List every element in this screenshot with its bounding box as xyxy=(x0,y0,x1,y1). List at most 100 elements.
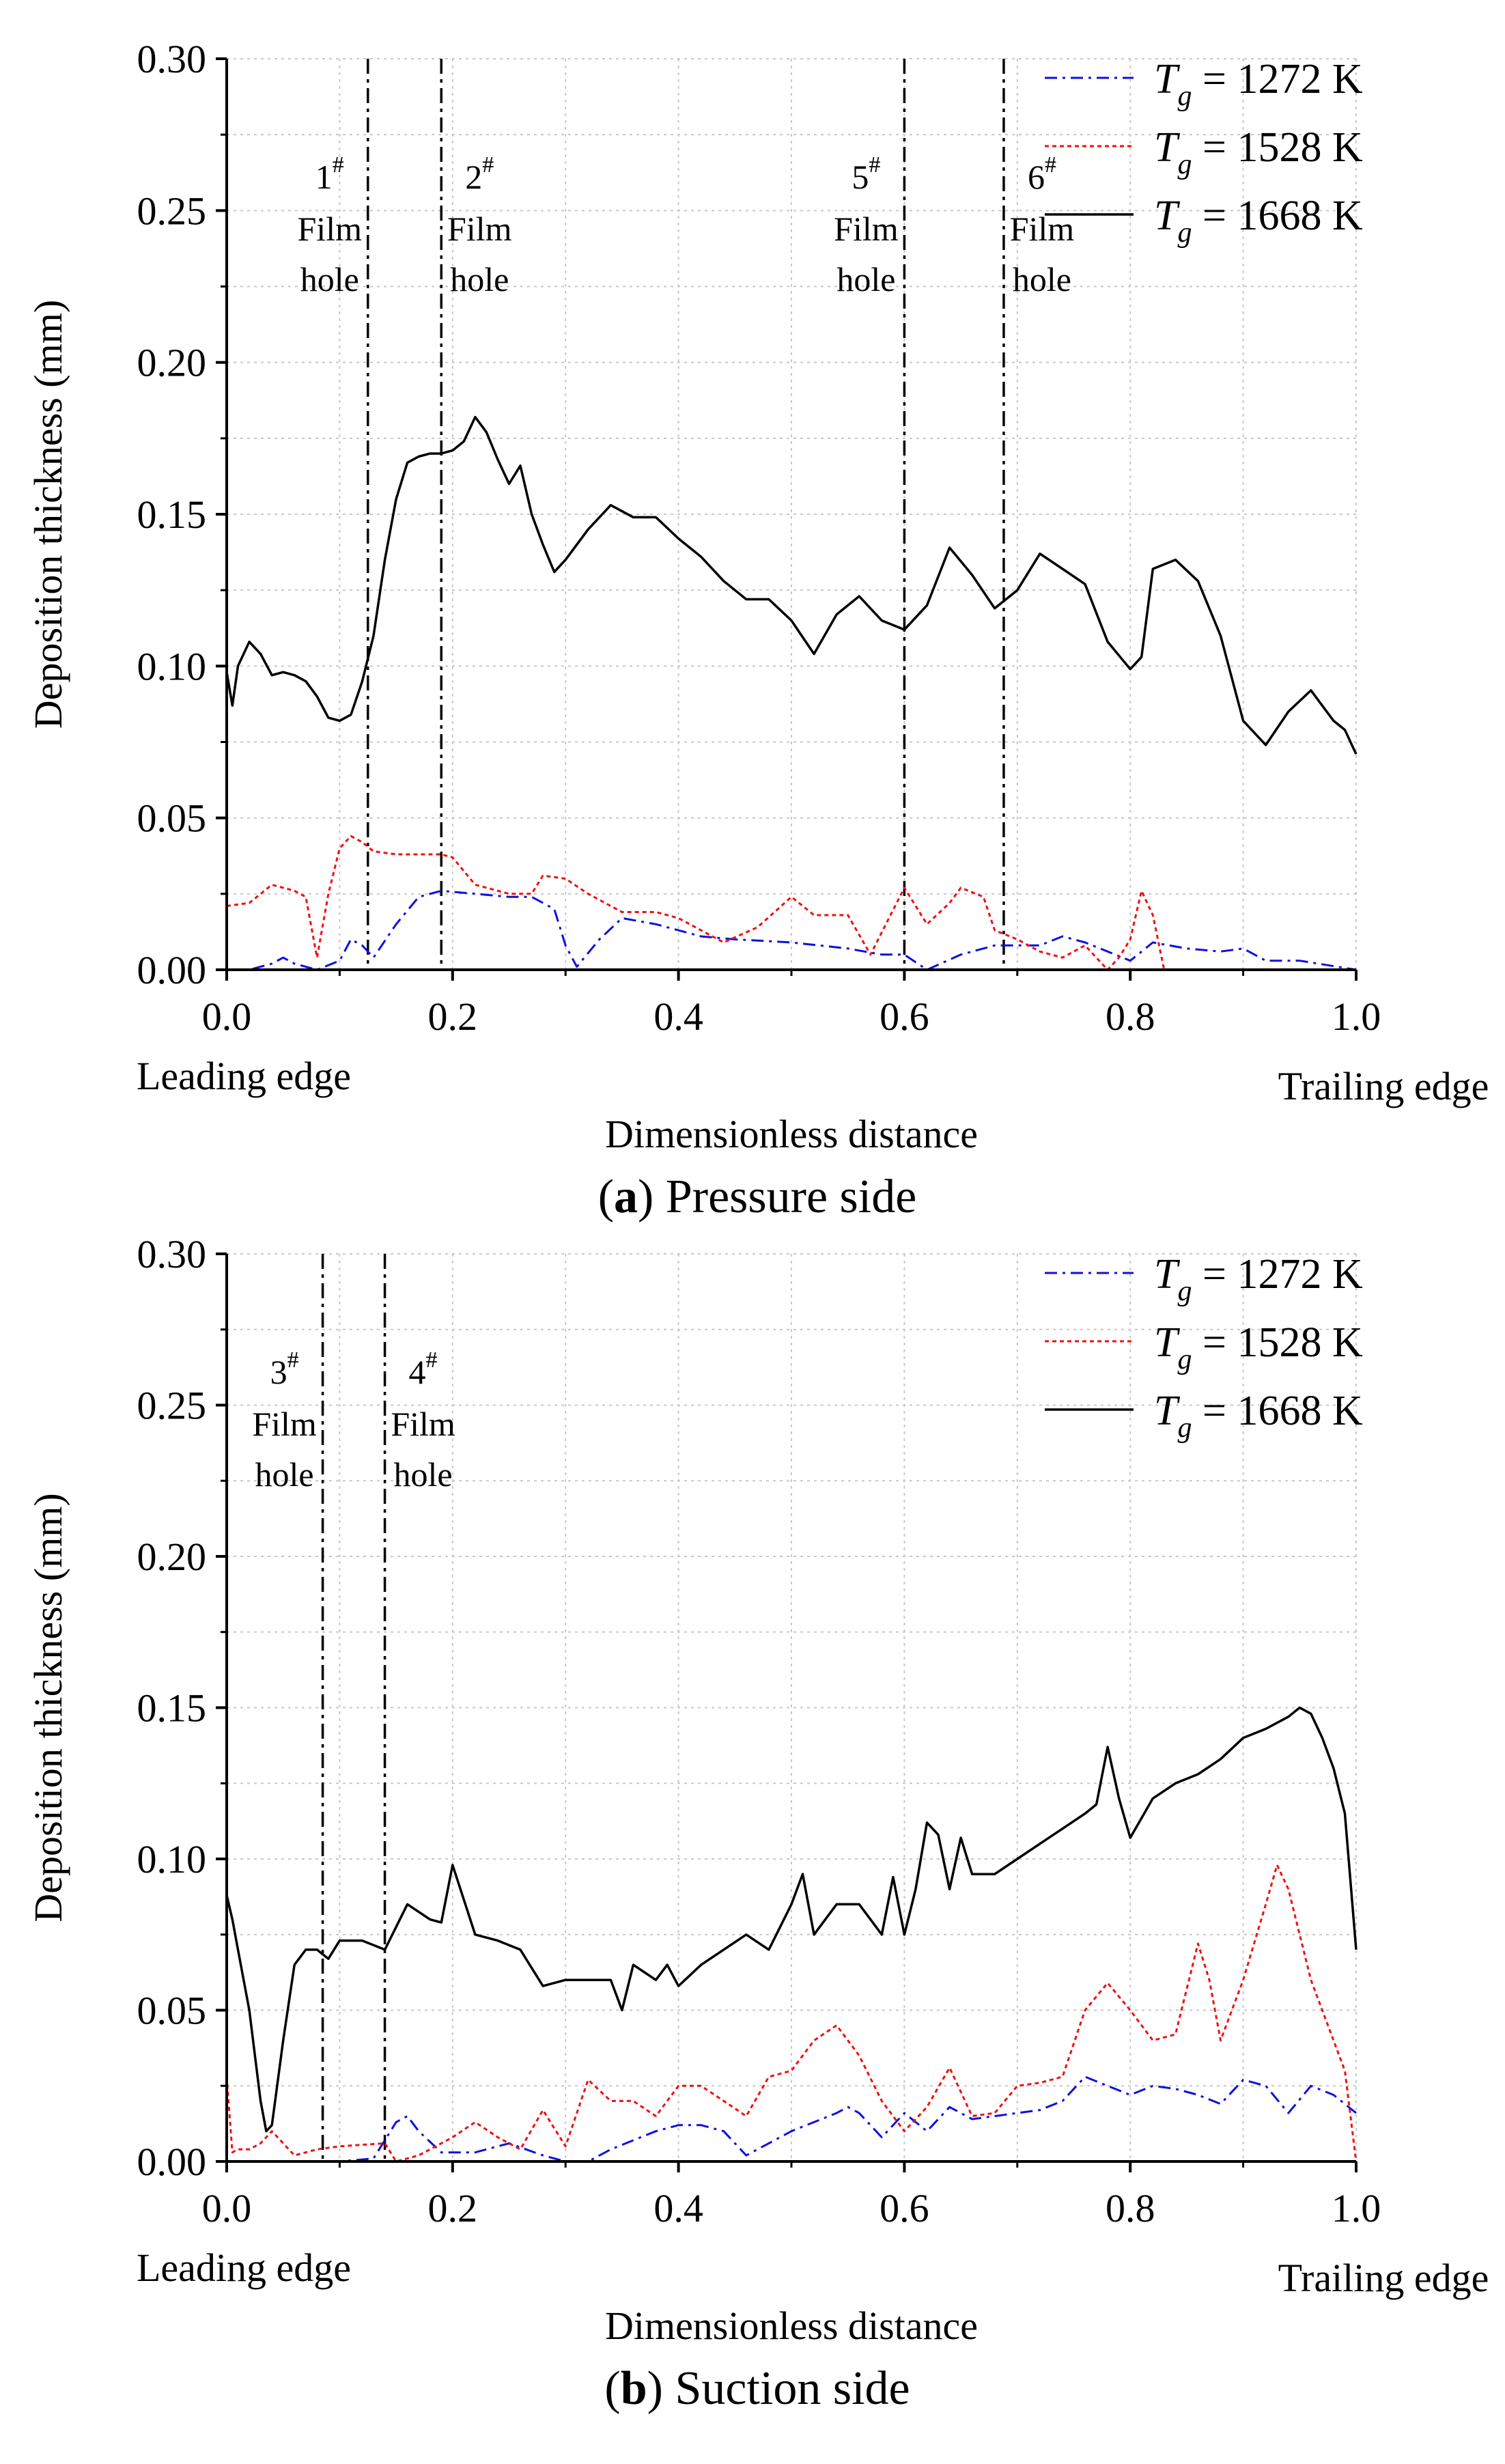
y-tick-label: 0.05 xyxy=(137,1989,207,2033)
film-hole-text-film: Film xyxy=(252,1405,317,1443)
series-line-1668 xyxy=(225,1706,1358,2133)
y-tick-label: 0.00 xyxy=(137,2140,207,2184)
film-hole-text-hole: hole xyxy=(394,1455,453,1494)
panel-a-pressure-side: 1#Filmhole2#Filmhole5#Filmhole6#Filmhole… xyxy=(26,37,1489,1223)
x-tick-label: 1.0 xyxy=(1332,2186,1381,2230)
y-tick-label: 0.15 xyxy=(137,1686,207,1731)
film-hole-label: 3# Film hole xyxy=(252,1347,317,1494)
y-tick-label: 0.20 xyxy=(137,1535,207,1579)
film-hole-text-film: Film xyxy=(391,1405,455,1443)
legend-value: = 1668 K xyxy=(1192,1388,1362,1434)
caption-paren-close: ) xyxy=(647,2362,663,2415)
film-hole-label: 2# Film hole xyxy=(447,152,512,298)
series-line-1528 xyxy=(225,1864,1358,2163)
film-hole-number: 6# xyxy=(1028,152,1056,196)
legend-subscript: g xyxy=(1177,1344,1192,1375)
legend-subscript: g xyxy=(1177,149,1192,180)
y-tick-label: 0.10 xyxy=(137,1837,207,1881)
leading-edge-label: Leading edge xyxy=(137,2245,351,2290)
caption-text: Suction side xyxy=(663,2362,910,2415)
film-hole-label: 4# Film hole xyxy=(391,1347,455,1494)
legend-subscript: g xyxy=(1177,217,1192,249)
film-hole-text-film: Film xyxy=(1010,210,1075,248)
x-tick-label: 0.4 xyxy=(653,2186,703,2230)
x-tick-label: 0.6 xyxy=(880,994,929,1039)
panel-caption: (b) Suction side xyxy=(604,2362,910,2415)
legend-symbol: T xyxy=(1154,1251,1181,1298)
film-hole-label: 5# Film hole xyxy=(834,152,899,298)
legend-entry: Tg = 1668 K xyxy=(1154,193,1363,249)
x-tick-label: 0.6 xyxy=(880,2186,929,2230)
caption-letter: b xyxy=(621,2362,647,2415)
film-hole-text-hole: hole xyxy=(300,260,359,298)
film-hole-sup: # xyxy=(1045,152,1056,178)
legend-value: = 1528 K xyxy=(1192,124,1362,171)
film-hole-text-hole: hole xyxy=(450,260,509,298)
legend-subscript: g xyxy=(1177,81,1192,112)
film-hole-text-film: Film xyxy=(298,210,363,248)
legend-value: = 1668 K xyxy=(1192,193,1362,239)
legend-symbol: T xyxy=(1154,1388,1181,1434)
legend-entry: Tg = 1528 K xyxy=(1154,1319,1363,1375)
film-hole-text-hole: hole xyxy=(255,1455,314,1494)
y-tick-label: 0.30 xyxy=(137,37,207,81)
legend-entry: Tg = 1668 K xyxy=(1154,1388,1363,1444)
caption-paren-open: ( xyxy=(598,1171,614,1223)
x-tick-label: 0.4 xyxy=(653,994,703,1039)
film-hole-text-hole: hole xyxy=(1013,260,1071,298)
caption-paren-close: ) xyxy=(638,1171,653,1223)
y-tick-label: 0.20 xyxy=(137,341,207,385)
x-tick-label: 0.8 xyxy=(1106,2186,1155,2230)
trailing-edge-label: Trailing edge xyxy=(1278,2256,1489,2300)
trailing-edge-label: Trailing edge xyxy=(1278,1064,1489,1108)
y-tick-label: 0.30 xyxy=(137,1232,207,1276)
x-tick-label: 0.2 xyxy=(428,2186,478,2230)
x-tick-label: 0.2 xyxy=(428,994,478,1039)
film-hole-text-film: Film xyxy=(834,210,899,248)
film-hole-sup: # xyxy=(869,152,880,178)
x-tick-label: 0.0 xyxy=(202,994,252,1039)
x-tick-label: 0.8 xyxy=(1106,994,1155,1039)
legend-subscript: g xyxy=(1177,1412,1192,1444)
legend-entry: Tg = 1272 K xyxy=(1154,1251,1363,1307)
film-hole-sup: # xyxy=(333,152,344,178)
series-line-1272 xyxy=(227,889,1357,971)
legend-symbol: T xyxy=(1154,193,1181,239)
film-hole-sup: # xyxy=(426,1347,438,1373)
film-hole-sup: # xyxy=(482,152,494,178)
x-tick-label: 0.0 xyxy=(202,2186,252,2230)
film-hole-sup: # xyxy=(287,1347,299,1373)
y-tick-label: 0.10 xyxy=(137,644,207,688)
y-tick-label: 0.25 xyxy=(137,188,207,233)
x-tick-label: 1.0 xyxy=(1332,994,1381,1039)
y-axis-title: Deposition thickness (mm) xyxy=(26,1493,70,1922)
panel-caption: (a) Pressure side xyxy=(598,1171,917,1223)
grid xyxy=(227,1253,1357,2161)
legend-value: = 1528 K xyxy=(1192,1319,1362,1366)
y-tick-label: 0.05 xyxy=(137,796,207,841)
film-hole-label: 6# Film hole xyxy=(1010,152,1075,298)
legend-symbol: T xyxy=(1154,1319,1181,1366)
film-hole-number: 4# xyxy=(409,1347,438,1391)
legend-value: = 1272 K xyxy=(1192,1251,1362,1298)
series-line-1528 xyxy=(226,835,1166,971)
y-tick-label: 0.25 xyxy=(137,1384,207,1428)
legend-value: = 1272 K xyxy=(1192,56,1362,102)
caption-text: Pressure side xyxy=(653,1171,916,1223)
legend-entry: Tg = 1528 K xyxy=(1154,124,1363,180)
legend-entry: Tg = 1272 K xyxy=(1154,56,1363,112)
leading-edge-label: Leading edge xyxy=(137,1054,351,1098)
x-axis-title: Dimensionless distance xyxy=(605,1112,978,1156)
film-hole-number: 3# xyxy=(270,1347,299,1391)
y-tick-label: 0.00 xyxy=(137,948,207,992)
grid xyxy=(227,58,1357,970)
caption-letter: a xyxy=(614,1171,638,1223)
panel-b-suction-side: 3#Filmhole4#Filmhole0.000.050.100.150.20… xyxy=(26,1232,1489,2415)
series-line-1668 xyxy=(225,415,1358,755)
film-hole-number: 5# xyxy=(852,152,880,196)
series-line-1272 xyxy=(227,2075,1357,2163)
legend: Tg = 1272 KTg = 1528 KTg = 1668 K xyxy=(1045,1251,1363,1444)
film-hole-text-hole: hole xyxy=(836,260,895,298)
